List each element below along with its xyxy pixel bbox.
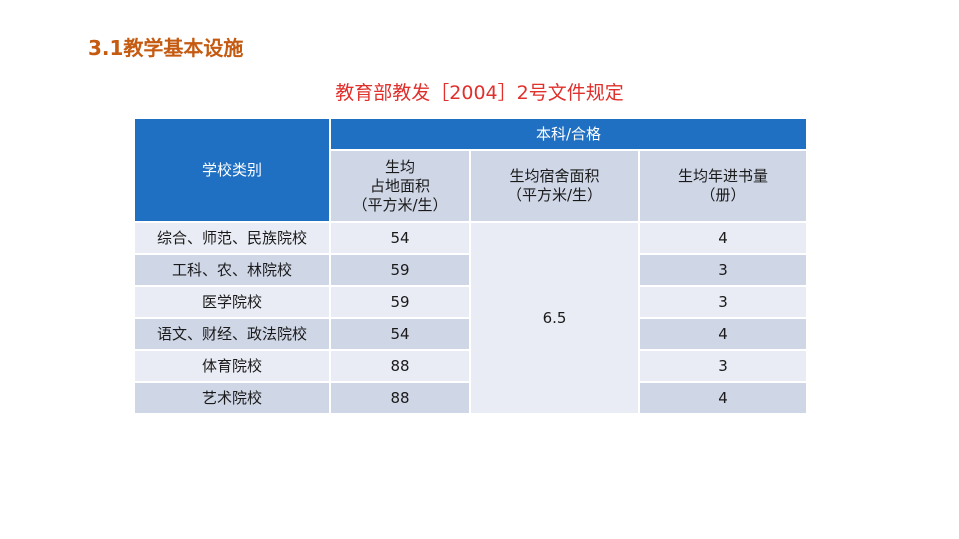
row-land: 88 (329, 381, 471, 415)
row-land: 54 (329, 221, 471, 255)
row-books: 3 (638, 253, 808, 287)
standards-table: 学校类别 本科/合格 生均 占地面积 （平方米/生） 生均宿舍面积 （平方米/生… (133, 117, 808, 415)
table-row: 工科、农、林院校 59 3 (133, 253, 808, 287)
row-land: 59 (329, 253, 471, 287)
header-category: 学校类别 (133, 117, 331, 223)
table-row: 体育院校 88 3 (133, 349, 808, 383)
row-books: 4 (638, 381, 808, 415)
page-title: 3.1教学基本设施 (88, 36, 244, 60)
row-books: 4 (638, 221, 808, 255)
row-land: 54 (329, 317, 471, 351)
table-row: 综合、师范、民族院校 54 6.5 4 (133, 221, 808, 415)
table-row: 语文、财经、政法院校 54 4 (133, 317, 808, 351)
row-category: 语文、财经、政法院校 (133, 317, 331, 351)
row-category: 工科、农、林院校 (133, 253, 331, 287)
row-category: 艺术院校 (133, 381, 331, 415)
header-dorm-area: 生均宿舍面积 （平方米/生） (469, 149, 640, 223)
row-books: 4 (638, 317, 808, 351)
row-category: 体育院校 (133, 349, 331, 383)
table-row: 医学院校 59 3 (133, 285, 808, 319)
subtitle: 教育部教发［2004］2号文件规定 (335, 82, 624, 104)
dorm-area-value: 6.5 (469, 221, 640, 415)
header-books: 生均年进书量 （册） (638, 149, 808, 223)
row-land: 59 (329, 285, 471, 319)
header-land-area: 生均 占地面积 （平方米/生） (329, 149, 471, 223)
row-category: 医学院校 (133, 285, 331, 319)
row-land: 88 (329, 349, 471, 383)
header-group: 本科/合格 (329, 117, 808, 151)
table-row: 艺术院校 88 4 (133, 381, 808, 415)
row-books: 3 (638, 285, 808, 319)
row-books: 3 (638, 349, 808, 383)
row-category: 综合、师范、民族院校 (133, 221, 331, 255)
